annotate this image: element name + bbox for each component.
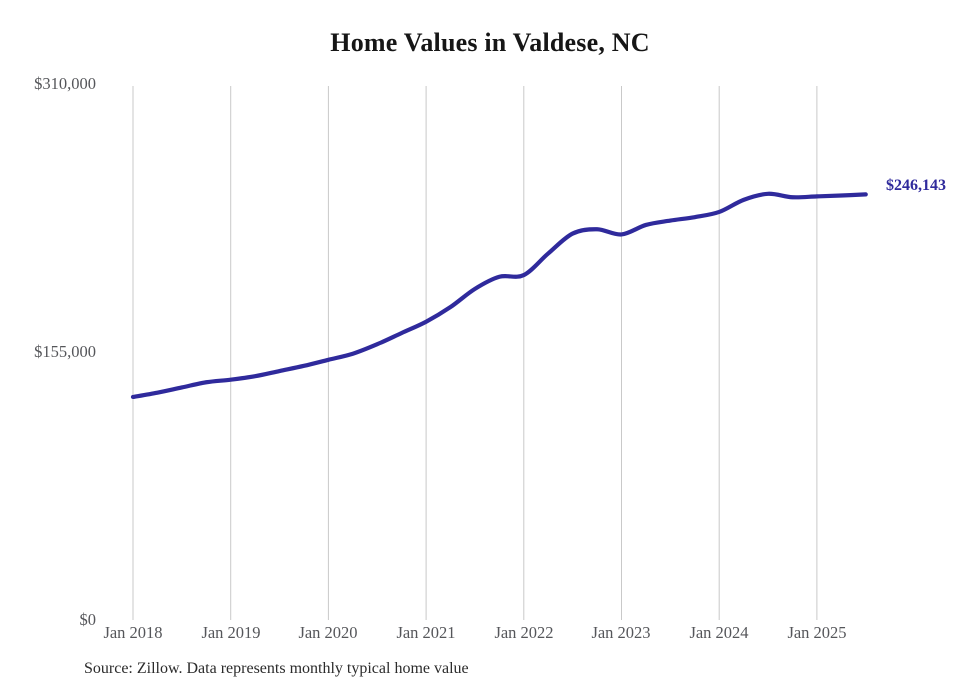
- x-tick-label-jan-2019: Jan 2019: [201, 623, 261, 642]
- y-tick-label-0: $0: [79, 610, 97, 629]
- y-tick-label-310000: $310,000: [34, 74, 96, 93]
- x-tick-label-jan-2025: Jan 2025: [787, 623, 847, 642]
- x-tick-label-jan-2018: Jan 2018: [103, 623, 163, 642]
- x-tick-label-jan-2024: Jan 2024: [689, 623, 749, 642]
- end-point-value-label: $246,143: [886, 177, 946, 194]
- x-tick-label-jan-2020: Jan 2020: [298, 623, 358, 642]
- data-line-typical-home-value: [130, 191, 868, 400]
- y-tick-label-155000: $155,000: [34, 342, 96, 361]
- chart-title: Home Values in Valdese, NC: [330, 28, 650, 57]
- source-note: Source: Zillow. Data represents monthly …: [84, 660, 469, 677]
- x-tick-label-jan-2021: Jan 2021: [396, 623, 456, 642]
- x-tick-label-jan-2022: Jan 2022: [494, 623, 554, 642]
- gridlines: [132, 86, 818, 620]
- x-tick-label-jan-2023: Jan 2023: [591, 623, 651, 642]
